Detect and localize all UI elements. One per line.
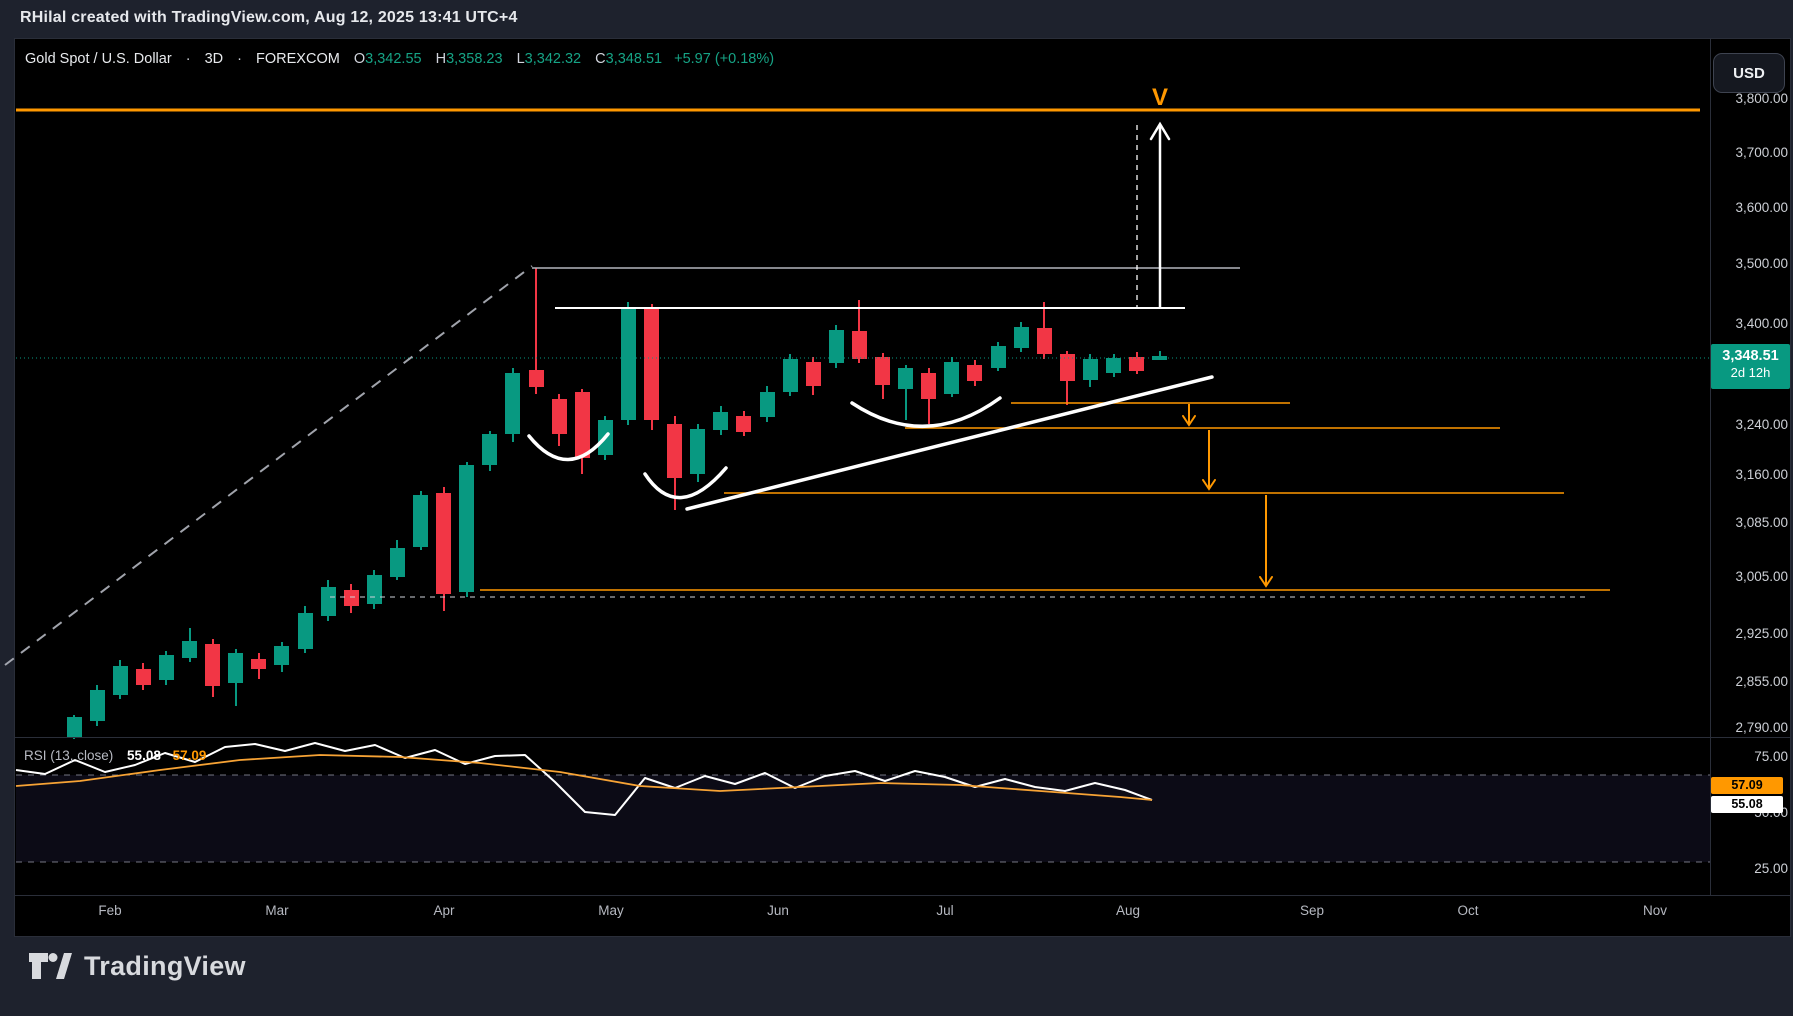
currency-toggle-button[interactable]: USD	[1713, 53, 1785, 93]
price-axis-label: 3,085.00	[1735, 515, 1788, 530]
time-axis-label-nov[interactable]: Nov	[1642, 903, 1667, 918]
high-value: 3,358.23	[446, 51, 503, 67]
low-label: L	[516, 51, 525, 67]
low-value: 3,342.32	[524, 51, 582, 67]
tradingview-logo[interactable]: TradingView	[28, 949, 246, 983]
price-axis-label: 3,400.00	[1735, 316, 1788, 331]
separator: ·	[185, 51, 191, 67]
close-value: 3,348.51	[605, 51, 663, 67]
time-axis-label-apr[interactable]: Apr	[433, 903, 455, 918]
rsi-axis-badge: 57.09	[1711, 777, 1783, 794]
time-axis-label-sep[interactable]: Sep	[1299, 903, 1325, 918]
price-axis-label: 2,925.00	[1735, 626, 1788, 641]
axis-divider	[1710, 38, 1711, 895]
time-axis-divider	[14, 895, 1791, 896]
price-axis-label: 3,240.00	[1735, 417, 1788, 432]
close-label: C	[595, 51, 606, 67]
separator: ·	[237, 51, 242, 67]
high-label: H	[435, 51, 447, 67]
chart-widget[interactable]: Gold Spot / U.S. Dollar · 3D · FOREXCOM …	[14, 38, 1791, 937]
time-axis-label-oct[interactable]: Oct	[1457, 903, 1479, 918]
open-value: 3,342.55	[365, 51, 422, 67]
interval-label[interactable]: 3D	[204, 51, 224, 67]
price-axis-label: 2,855.00	[1735, 674, 1788, 689]
price-axis-label: 3,800.00	[1735, 91, 1788, 106]
attribution-bar: RHilal created with TradingView.com, Aug…	[0, 0, 1793, 38]
exchange-label: FOREXCOM	[256, 51, 340, 67]
attribution-text: RHilal created with TradingView.com, Aug…	[20, 9, 518, 26]
tradingview-logo-icon	[29, 953, 72, 979]
price-axis-label: 3,700.00	[1735, 145, 1788, 160]
time-axis-label-jun[interactable]: Jun	[767, 903, 789, 918]
rsi-axis-badge: 55.08	[1711, 796, 1783, 813]
current-price-badge: 3,348.51 2d 12h	[1711, 344, 1790, 389]
time-axis-label-aug[interactable]: Aug	[1115, 903, 1141, 918]
symbol-header[interactable]: Gold Spot / U.S. Dollar · 3D · FOREXCOM …	[25, 51, 774, 67]
price-axis-label: 2,790.00	[1735, 720, 1788, 735]
rsi-indicator-title[interactable]: RSI (13, close)	[24, 748, 114, 763]
time-axis-label-jul[interactable]: Jul	[936, 903, 954, 918]
logo-bar: TradingView	[0, 937, 1793, 1016]
bar-countdown: 2d 12h	[1730, 365, 1771, 380]
target-v-marker[interactable]: V	[1151, 84, 1169, 111]
time-axis-label-feb[interactable]: Feb	[98, 903, 122, 918]
symbol-name[interactable]: Gold Spot / U.S. Dollar	[25, 51, 172, 67]
tradingview-logo-text: TradingView	[84, 950, 246, 981]
time-axis-label-mar[interactable]: Mar	[265, 903, 289, 918]
pane-divider[interactable]	[14, 737, 1791, 738]
open-label: O	[353, 51, 366, 67]
rsi-value: 55.08	[127, 748, 161, 763]
change-value: +5.97 (+0.18%)	[674, 51, 775, 67]
time-axis-label-may[interactable]: May	[598, 903, 624, 918]
current-price: 3,348.51	[1722, 348, 1779, 364]
price-axis-label: 25.00	[1754, 861, 1788, 876]
price-axis-label: 75.00	[1754, 749, 1788, 764]
rsi-legend[interactable]: RSI (13, close) 55.08 57.09	[24, 748, 206, 763]
price-axis-label: 3,005.00	[1735, 569, 1788, 584]
price-axis-label: 3,500.00	[1735, 256, 1788, 271]
rsi-ma-value: 57.09	[172, 748, 207, 763]
price-axis-label: 3,160.00	[1735, 467, 1788, 482]
price-axis-label: 3,600.00	[1735, 200, 1788, 215]
